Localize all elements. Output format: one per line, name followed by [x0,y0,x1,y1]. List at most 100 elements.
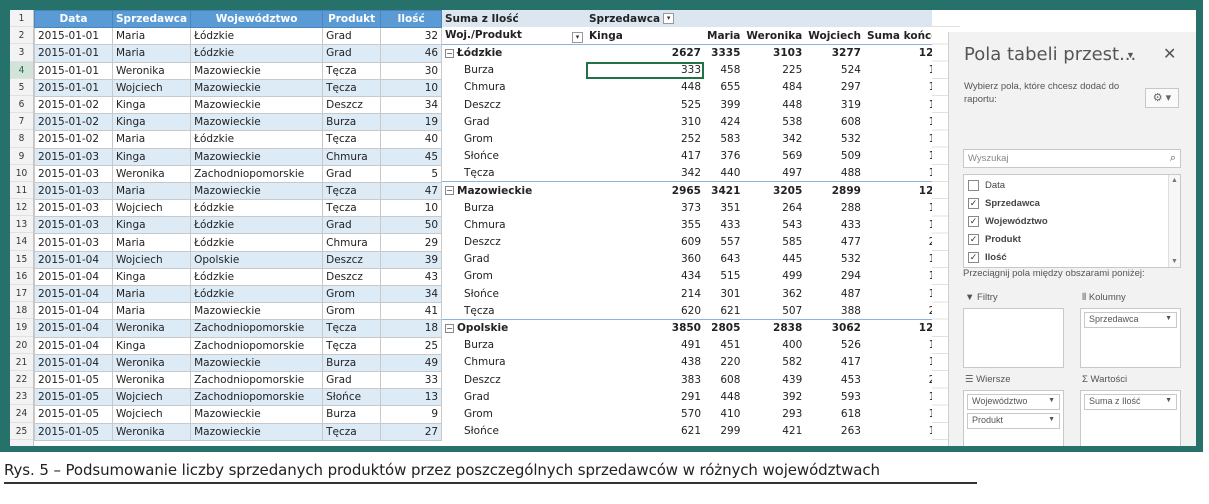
table-cell[interactable]: Mazowieckie [190,353,324,372]
pivot-subtotal-cell[interactable]: 3421 [704,181,744,200]
pivot-value-cell[interactable]: 524 [840,64,861,77]
chevron-down-icon[interactable]: ▼ [1048,416,1055,423]
pivot-column-header[interactable]: Kinga [586,27,704,45]
table-cell[interactable]: Deszcz [322,95,382,115]
pivot-subtotal-cell[interactable]: 3103 [743,43,806,62]
table-cell[interactable]: Burza [322,405,382,424]
row-filter-dropdown-icon[interactable]: ▾ [572,31,583,43]
values-drop-zone[interactable]: Suma z Ilość ▼ [1080,390,1181,446]
pivot-value-cell[interactable]: 543 [782,218,803,231]
checkbox[interactable]: ✓ [968,215,979,227]
table-cell[interactable]: 2015-01-01 [34,44,113,63]
pivot-value-cell[interactable]: 618 [840,407,861,420]
table-cell[interactable]: Tęcza [322,181,382,201]
table-cell[interactable]: Mazowieckie [190,422,324,441]
table-cell[interactable]: 2015-01-04 [34,250,113,269]
pivot-value-cell[interactable]: 569 [782,150,803,163]
pivot-value-cell[interactable]: 373 [680,201,701,214]
table-cell[interactable]: Opolskie [190,250,324,269]
row-number[interactable]: 9 [10,148,33,165]
table-cell[interactable]: 2015-01-03 [34,164,113,183]
chevron-down-icon[interactable]: ▼ [1165,397,1172,404]
field-item[interactable]: ✓ Produkt [964,231,1180,247]
table-cell[interactable]: 2015-01-01 [34,78,113,97]
area-field-pill[interactable]: Suma z Ilość ▼ [1084,394,1177,410]
table-cell[interactable]: Tęcza [322,61,382,80]
table-cell[interactable]: 2015-01-03 [34,216,113,235]
table-cell[interactable]: 2015-01-01 [34,61,113,80]
pivot-value-cell[interactable]: 333 [586,61,704,79]
pivot-item-label[interactable]: Burza [464,201,495,214]
table-cell[interactable]: Maria [111,284,192,304]
pivot-value-cell[interactable]: 291 [680,390,701,403]
pivot-item-label[interactable]: Chmura [464,356,506,369]
close-icon[interactable]: ✕ [1163,46,1177,63]
table-cell[interactable]: Kinga [111,267,192,287]
pivot-value-cell[interactable]: 585 [782,236,803,249]
table-cell[interactable]: 2015-01-05 [34,405,113,424]
panel-options-dropdown-icon[interactable]: ▼ [1126,50,1135,60]
pivot-item-label[interactable]: Chmura [464,218,506,231]
table-cell[interactable]: 5 [380,164,443,183]
table-cell[interactable]: Mazowieckie [190,78,324,97]
table-cell[interactable]: 2015-01-05 [34,388,113,407]
pivot-value-cell[interactable]: 507 [782,304,803,317]
field-item[interactable]: Data [964,177,1180,193]
pivot-item-label[interactable]: Grad [464,390,490,403]
row-number[interactable]: 8 [10,130,33,148]
columns-area[interactable]: ⦀ Kolumny Sprzedawca ▼ [1080,288,1181,380]
pivot-item-label[interactable]: Burza [464,339,495,352]
pivot-value-cell[interactable]: 252 [680,132,701,145]
pivot-value-cell[interactable]: 497 [782,167,803,180]
chevron-down-icon[interactable]: ▼ [1165,315,1172,322]
row-number[interactable]: 19 [10,319,33,337]
pivot-value-cell[interactable]: 532 [840,253,861,266]
row-number[interactable]: 16 [10,268,33,285]
pivot-value-cell[interactable]: 342 [782,132,803,145]
table-cell[interactable]: 27 [380,422,443,441]
table-cell[interactable]: 2015-01-02 [34,113,113,132]
pivot-value-cell[interactable]: 288 [840,201,861,214]
table-header-cell[interactable]: Ilość [380,10,443,29]
pivot-value-cell[interactable]: 297 [840,81,861,94]
pivot-group-label[interactable]: − Opolskie [442,318,586,337]
table-cell[interactable]: Wojciech [111,199,192,218]
table-cell[interactable]: Mazowieckie [190,405,324,424]
pivot-item-label[interactable]: Słońce [464,287,499,300]
table-cell[interactable]: Maria [111,27,192,46]
table-cell[interactable]: 2015-01-02 [34,130,113,149]
row-number[interactable]: 23 [10,388,33,406]
pivot-column-filter[interactable]: Sprzedawca ▾ [586,10,704,28]
field-list-scrollbar[interactable]: ▲ ▼ [1168,175,1180,267]
checkbox[interactable]: ✓ [968,251,979,263]
table-cell[interactable]: Burza [322,353,382,372]
rows-drop-zone[interactable]: Województwo ▼ Produkt ▼ [963,390,1064,446]
pivot-value-cell[interactable]: 376 [720,150,741,163]
pivot-subtotal-cell[interactable]: 2838 [743,318,806,337]
pivot-item-label[interactable]: Grom [464,132,493,145]
pivot-value-cell[interactable]: 417 [840,356,861,369]
pivot-value-cell[interactable]: 451 [720,339,741,352]
row-number[interactable]: 4 [10,61,33,79]
pivot-value-cell[interactable]: 448 [782,98,803,111]
area-field-pill[interactable]: Sprzedawca ▼ [1084,312,1177,328]
table-cell[interactable]: Zachodniopomorskie [190,370,324,390]
table-cell[interactable]: 29 [380,233,443,252]
pivot-row-field[interactable]: Woj./Produkt ▾ [442,27,586,45]
table-cell[interactable]: 33 [380,370,443,390]
row-number[interactable]: 7 [10,113,33,131]
pivot-value-cell[interactable]: 621 [680,425,701,438]
table-cell[interactable]: 39 [380,250,443,269]
pivot-value-cell[interactable]: 499 [782,270,803,283]
table-cell[interactable]: Łódzkie [190,233,324,252]
table-cell[interactable]: 46 [380,44,443,63]
pivot-value-cell[interactable]: 264 [782,201,803,214]
pivot-value-cell[interactable]: 643 [720,253,741,266]
table-cell[interactable]: Tęcza [322,199,382,218]
pivot-item-label[interactable]: Chmura [464,81,506,94]
pivot-value-cell[interactable]: 448 [720,390,741,403]
collapse-icon[interactable]: − [445,48,454,58]
table-cell[interactable]: Maria [111,181,192,201]
collapse-icon[interactable]: − [445,186,454,196]
pivot-value-cell[interactable]: 392 [782,390,803,403]
